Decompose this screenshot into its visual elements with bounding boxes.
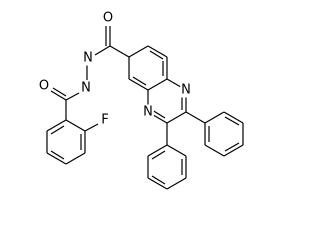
- label-background: [80, 80, 92, 96]
- bonds: [46, 26, 244, 190]
- label-background: [100, 112, 110, 128]
- label-background: [37, 78, 51, 94]
- label-background: [142, 104, 154, 120]
- label-background: [82, 50, 94, 66]
- atom-label: O: [103, 11, 113, 26]
- atom-label: N: [83, 51, 93, 66]
- atom-label: N: [181, 83, 191, 98]
- atom-label: O: [39, 79, 49, 94]
- atom-labels: O N N O F N N: [37, 10, 192, 128]
- atom-label: N: [143, 105, 153, 120]
- label-background: [180, 82, 192, 98]
- atom-label: F: [101, 113, 108, 128]
- molecule-diagram: O N N O F N N: [37, 10, 244, 190]
- atom-label: N: [81, 81, 91, 96]
- label-background: [101, 10, 115, 26]
